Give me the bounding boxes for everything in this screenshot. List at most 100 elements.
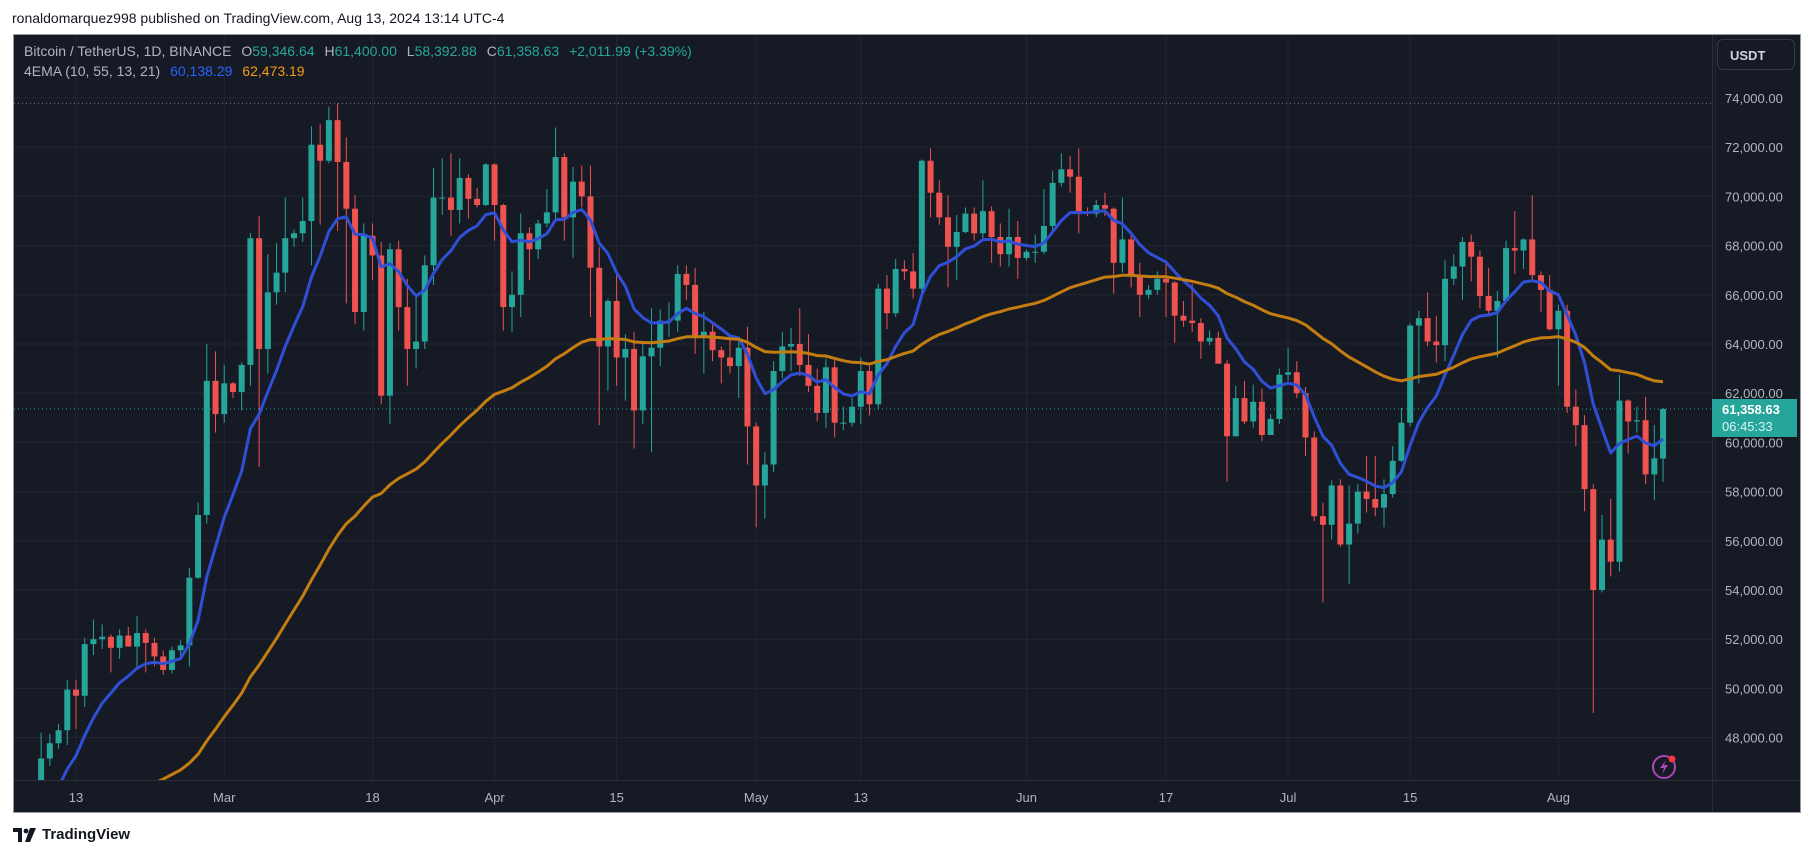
- ohlc-high: H61,400.00: [324, 43, 397, 59]
- candle-body: [596, 267, 603, 347]
- candle-body: [186, 577, 193, 646]
- candle-body: [125, 635, 132, 647]
- candle-body: [561, 157, 568, 218]
- candle-body: [55, 730, 62, 744]
- candle-up: [761, 452, 768, 519]
- candle-body: [631, 348, 638, 411]
- candle-body: [918, 160, 925, 289]
- candle-body: [1232, 398, 1239, 437]
- candle-up: [779, 331, 786, 379]
- candle-body: [1206, 337, 1213, 342]
- candle-body: [1346, 523, 1353, 545]
- candle-down: [1224, 359, 1231, 482]
- candle-down: [718, 346, 725, 384]
- candle-body: [1163, 278, 1169, 283]
- candle-body: [1040, 225, 1047, 252]
- candle-down: [1171, 281, 1178, 343]
- candle-up: [195, 502, 202, 579]
- candle-up: [1616, 374, 1623, 572]
- candle-up: [1633, 406, 1640, 433]
- candle-down: [631, 331, 638, 449]
- candlestick-chart[interactable]: 48,000.00 50,000.00 52,000.00 54,000.00 56,0…: [14, 35, 1801, 813]
- candle-up: [953, 214, 960, 281]
- currency-button[interactable]: USDT: [1717, 39, 1795, 70]
- price-axis-tick-label: 64,000.00: [1725, 337, 1783, 352]
- candle-body: [1354, 491, 1361, 524]
- candle-body: [1616, 400, 1623, 562]
- candle-up: [1459, 236, 1466, 300]
- candle-up: [918, 159, 925, 294]
- price-axis-tick-label: 70,000.00: [1725, 189, 1783, 204]
- chart-legend: Bitcoin / TetherUS, 1D, BINANCE O59,346.…: [24, 41, 698, 81]
- candle-down: [831, 357, 838, 438]
- candle-down: [971, 207, 978, 241]
- candle-down: [107, 634, 114, 673]
- candle-body: [509, 294, 515, 308]
- candle-down: [1476, 250, 1483, 309]
- candle-body: [447, 197, 454, 210]
- candle-body: [134, 633, 141, 647]
- candle-down: [561, 153, 568, 241]
- tradingview-logo-icon[interactable]: [13, 827, 37, 842]
- candle-down: [1067, 155, 1074, 193]
- candle-body: [107, 636, 114, 648]
- candle-body: [1285, 372, 1292, 375]
- candle-body: [901, 268, 908, 272]
- candle-up: [875, 283, 882, 410]
- candle-body: [352, 208, 359, 313]
- candle-body: [203, 380, 210, 515]
- chart-panel[interactable]: 48,000.00 50,000.00 52,000.00 54,000.00 56,0…: [13, 34, 1801, 813]
- candle-up: [55, 724, 62, 749]
- candle-up: [1267, 414, 1274, 436]
- candle-up: [90, 619, 97, 656]
- candle-body: [1258, 401, 1265, 436]
- time-axis-tick-label: 17: [1159, 790, 1173, 805]
- candle-body: [1145, 289, 1152, 295]
- candle-down: [578, 165, 585, 208]
- candle-up: [1520, 238, 1527, 269]
- candle-up: [1354, 484, 1361, 534]
- candle-down: [927, 148, 934, 218]
- candle-body: [1319, 516, 1326, 525]
- candle-up: [700, 312, 707, 374]
- candle-up: [1093, 200, 1100, 218]
- candle-up: [1049, 170, 1056, 233]
- candle-body: [195, 514, 202, 578]
- candle-down: [910, 252, 917, 299]
- indicator-name[interactable]: 4EMA (10, 55, 13, 21): [24, 63, 161, 79]
- candle-up: [1154, 271, 1161, 295]
- candle-body: [177, 645, 184, 651]
- candle-down: [1468, 234, 1475, 282]
- candle-up: [308, 126, 315, 266]
- candle-down: [1607, 498, 1614, 577]
- candle-up: [1328, 480, 1335, 540]
- last-price-label: 61,358.63 06:45:33: [1712, 399, 1797, 437]
- candle-up: [1206, 330, 1213, 346]
- candle-up: [1276, 368, 1283, 424]
- candle-body: [543, 212, 550, 224]
- candle-body: [1476, 256, 1483, 297]
- price-axis-tick-label: 60,000.00: [1725, 435, 1783, 450]
- candle-down: [883, 275, 890, 330]
- candle-body: [395, 249, 402, 308]
- candle-up: [604, 298, 611, 391]
- candle-up: [849, 398, 856, 427]
- candle-body: [474, 198, 481, 206]
- candle-body: [761, 464, 768, 486]
- candle-body: [1660, 408, 1667, 459]
- candle-body: [1503, 248, 1510, 301]
- candle-up: [1503, 240, 1510, 303]
- candle-body: [883, 288, 890, 314]
- candle-down: [796, 308, 803, 376]
- candle-down: [683, 265, 690, 300]
- symbol-name[interactable]: Bitcoin / TetherUS, 1D, BINANCE: [24, 43, 232, 59]
- brand-name[interactable]: TradingView: [42, 826, 131, 843]
- candle-up: [221, 364, 228, 423]
- candle-down: [1625, 399, 1632, 454]
- candle-down: [1537, 271, 1544, 313]
- candle-body: [875, 288, 882, 405]
- lightning-bolt-icon[interactable]: [1650, 751, 1680, 781]
- time-axis-tick-label: 15: [609, 790, 623, 805]
- candle-body: [1154, 278, 1161, 290]
- candle-body: [709, 331, 716, 351]
